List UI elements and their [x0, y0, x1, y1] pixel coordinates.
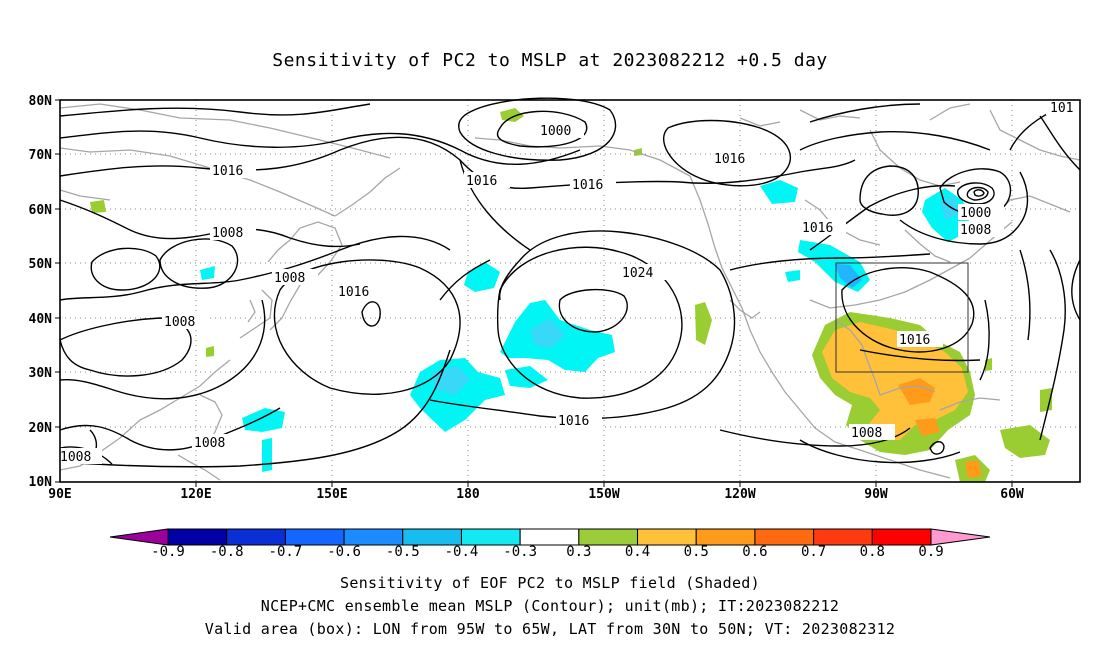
colorbar-cell — [754, 528, 815, 546]
lon-tick-label: 150W — [588, 487, 619, 502]
colorbar-label: 0.8 — [860, 544, 885, 560]
lat-tick-label: 40N — [29, 312, 53, 327]
shading-positive — [90, 108, 1052, 482]
map-frame — [59, 99, 1081, 483]
lat-tick-label: 20N — [29, 421, 53, 436]
latitude-axis: 80N 70N 60N 50N 40N 30N 20N 10N — [29, 94, 53, 490]
colorbar-cell — [813, 528, 873, 546]
map-title: Sensitivity of PC2 to MSLP at 2023082212… — [272, 50, 828, 71]
colorbar-label: 0.4 — [625, 544, 650, 560]
contour-label: 1016 — [338, 285, 369, 300]
contour-label: 1016 — [212, 164, 243, 179]
lat-tick-label: 10N — [29, 475, 53, 490]
lon-tick-label: 60W — [1000, 487, 1024, 502]
lon-tick-label: 120W — [724, 487, 755, 502]
colorbar-cell — [871, 528, 932, 546]
colorbar-cell — [637, 528, 697, 546]
colorbar-cell — [284, 528, 345, 546]
lon-ticks — [195, 482, 1013, 487]
shading-negative — [200, 180, 972, 472]
caption-shading: Sensitivity of EOF PC2 to MSLP field (Sh… — [340, 574, 760, 592]
longitude-axis: 90E 120E 150E 180 150W 120W 90W 60W — [48, 487, 1024, 502]
contour-labels: 1000 1016 1016 1016 1016 1008 1008 1016 … — [58, 99, 1080, 465]
contour-label: 1008 — [60, 450, 91, 465]
colorbar-label: -0.6 — [327, 544, 361, 560]
colorbar-cell — [167, 528, 228, 546]
contour-label: 1016 — [466, 174, 497, 189]
lon-tick-label: 180 — [456, 487, 480, 502]
colorbar-cell — [343, 528, 404, 546]
contour-label: 1016 — [572, 178, 603, 193]
contour-label: 1016 — [802, 221, 833, 236]
colorbar-label: -0.5 — [386, 544, 420, 560]
lon-tick-label: 90W — [864, 487, 888, 502]
colorbar-label: -0.9 — [151, 544, 185, 560]
contour-label: 1008 — [194, 436, 225, 451]
colorbar-label: 0.3 — [566, 544, 591, 560]
colorbar-label: -0.3 — [503, 544, 537, 560]
colorbar-cell — [460, 528, 521, 546]
coastlines — [59, 103, 1081, 481]
contour-label: 1016 — [899, 333, 930, 348]
contour-label: 1008 — [960, 223, 991, 238]
contour-label: 1008 — [274, 271, 305, 286]
lon-tick-label: 120E — [180, 487, 211, 502]
caption-contour: NCEP+CMC ensemble mean MSLP (Contour); u… — [260, 597, 840, 615]
lat-ticks — [55, 99, 60, 483]
colorbar-cell — [402, 528, 462, 546]
lon-tick-label: 150E — [316, 487, 347, 502]
contour-label: 1008 — [212, 226, 243, 241]
colorbar-label: 0.7 — [801, 544, 826, 560]
colorbar: -0.9 -0.8 -0.7 -0.6 -0.5 -0.4 -0.3 0.3 0.4 0.5 0.6… — [109, 528, 991, 560]
lat-tick-label: 80N — [29, 94, 53, 109]
colorbar-label: 0.9 — [918, 544, 943, 560]
lon-tick-label: 90E — [48, 487, 71, 502]
lat-tick-label: 50N — [29, 257, 53, 272]
colorbar-high-triangle — [930, 528, 991, 546]
colorbar-low-triangle — [109, 528, 169, 546]
colorbar-label: -0.7 — [269, 544, 303, 560]
caption-valid-area: Valid area (box): LON from 95W to 65W, L… — [204, 620, 896, 638]
colorbar-label: 0.5 — [684, 544, 709, 560]
lat-tick-label: 70N — [29, 148, 53, 163]
lat-tick-label: 30N — [29, 366, 53, 381]
contour-label: 1000 — [540, 124, 571, 139]
colorbar-cell — [226, 528, 286, 546]
colorbar-label: -0.4 — [445, 544, 479, 560]
contour-label: 1016 — [558, 414, 589, 429]
contour-label: 1000 — [960, 206, 991, 221]
contour-label: 1008 — [164, 315, 195, 330]
colorbar-cell — [578, 528, 639, 546]
colorbar-cell — [695, 528, 756, 546]
colorbar-cell — [519, 528, 580, 546]
colorbar-label: -0.8 — [210, 544, 244, 560]
contour-label: 1024 — [622, 266, 653, 281]
contour-label: 1008 — [851, 426, 882, 441]
contour-label: 101 — [1050, 101, 1073, 116]
lat-tick-label: 60N — [29, 203, 53, 218]
colorbar-label: 0.6 — [742, 544, 767, 560]
contour-label: 1016 — [714, 152, 745, 167]
valid-area-box — [835, 262, 969, 373]
